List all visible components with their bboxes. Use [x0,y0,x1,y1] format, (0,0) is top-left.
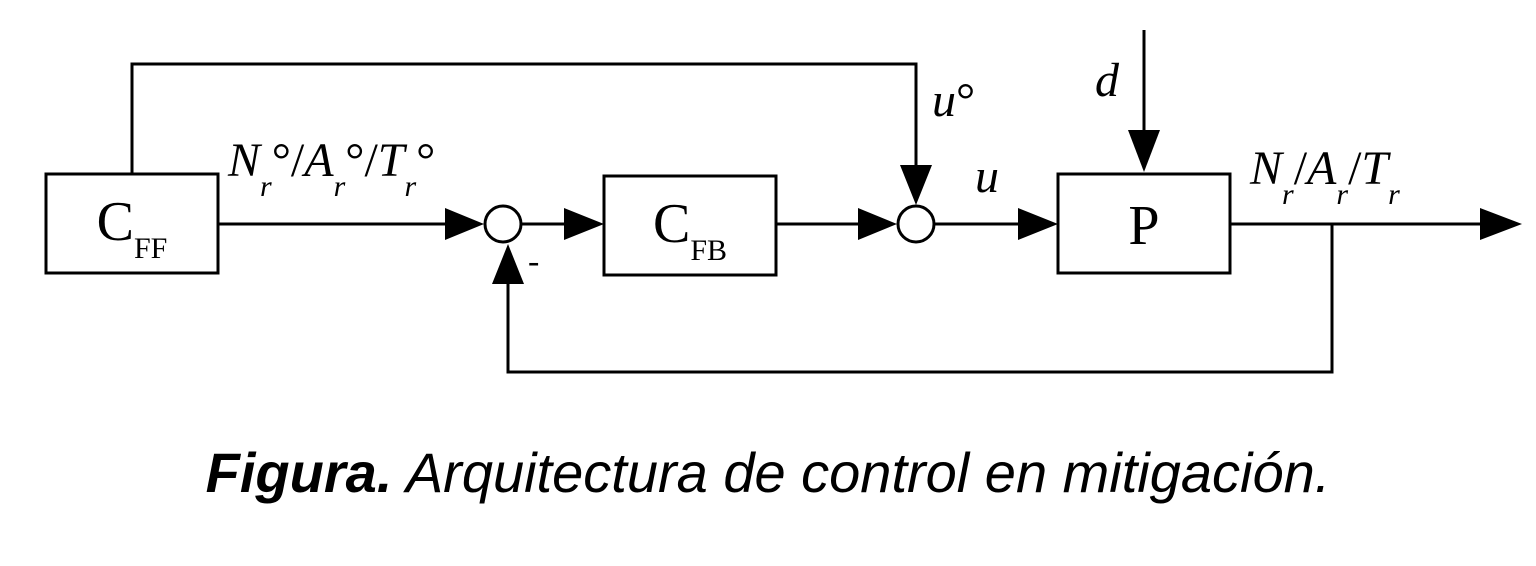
cff-block [44,172,220,275]
figure-caption: Figura. Arquitectura de control en mitig… [0,438,1536,508]
reference-signal-label: Nr°/Ar°/Tr° [227,134,435,203]
arrowhead-feedback [492,244,524,284]
cff-label: CFF [97,191,168,265]
output-signal-label: Nr/Ar/Tr [1249,142,1400,211]
feedback-loop-line [506,224,1334,374]
arrowhead-sum2-top [900,165,932,205]
arrowhead-output [1480,208,1522,240]
summing-junction-2 [896,204,936,244]
plant-block [1056,172,1232,275]
plant-label: P [1128,195,1159,257]
arrowhead-plant-in [1018,208,1058,240]
caption-label: Figura. [205,441,393,504]
cfb-block [602,174,778,277]
caption-text: Arquitectura de control en mitigación. [392,441,1331,504]
feedforward-signal-label: u° [932,74,975,127]
control-signal-label: u [975,150,999,203]
summing-junction-1 [483,204,523,244]
arrowhead-sum2-in [858,208,897,240]
arrowhead-sum1-in [445,208,484,240]
arrowhead-disturbance [1128,130,1160,172]
minus-sign-label: - [528,243,539,280]
arrowhead-cfb-in [564,208,604,240]
cfb-label: CFB [653,193,727,267]
feedforward-line [130,62,918,178]
disturbance-label: d [1095,54,1120,107]
